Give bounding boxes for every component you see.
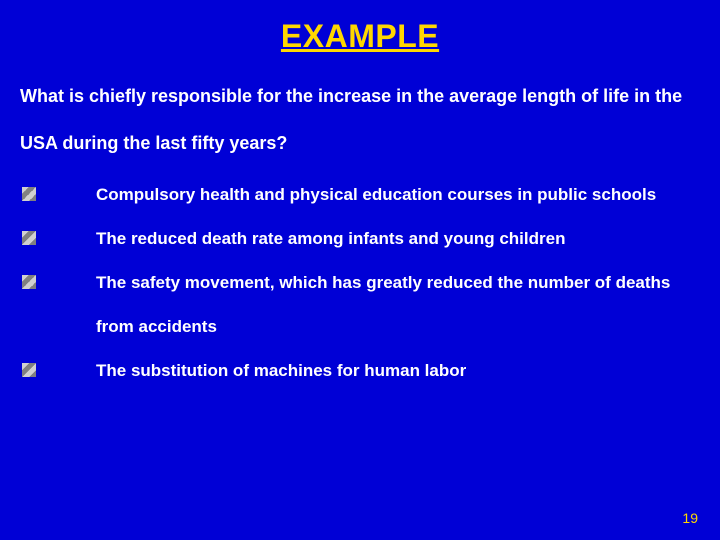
question-text: What is chiefly responsible for the incr… <box>0 73 720 173</box>
options-list: Compulsory health and physical education… <box>0 173 720 394</box>
slide-title: EXAMPLE <box>0 0 720 73</box>
list-item: The reduced death rate among infants and… <box>58 217 700 261</box>
list-item: Compulsory health and physical education… <box>58 173 700 217</box>
page-number: 19 <box>682 510 698 526</box>
list-item: The substitution of machines for human l… <box>58 349 700 393</box>
list-item: The safety movement, which has greatly r… <box>58 261 700 349</box>
